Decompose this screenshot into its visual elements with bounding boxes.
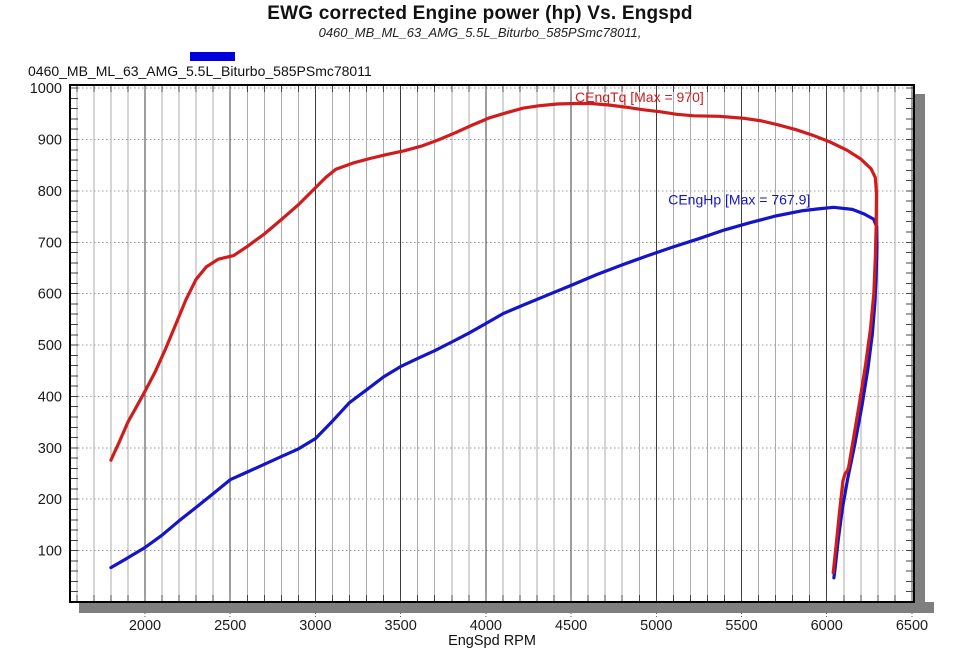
y-tick-label: 800 bbox=[38, 184, 62, 200]
plot-background bbox=[70, 85, 914, 602]
power-curve bbox=[109, 205, 879, 580]
y-tick-label: 400 bbox=[38, 389, 62, 405]
x-tick-label: 5500 bbox=[725, 618, 757, 634]
y-tick-label: 300 bbox=[38, 441, 62, 457]
y-tick-label: 700 bbox=[38, 235, 62, 251]
torque-curve bbox=[109, 101, 879, 575]
x-tick-label: 5000 bbox=[640, 618, 672, 634]
x-tick-label: 6000 bbox=[811, 618, 843, 634]
y-tick-label: 500 bbox=[38, 338, 62, 354]
y-tick-label: 200 bbox=[38, 492, 62, 508]
x-tick-label: 4000 bbox=[470, 618, 502, 634]
page-title: EWG corrected Engine power (hp) Vs. Engs… bbox=[267, 3, 693, 24]
y-tick-label: 900 bbox=[38, 132, 62, 148]
y-tick-label: 600 bbox=[38, 287, 62, 303]
legend-swatch bbox=[190, 52, 235, 61]
x-tick-label: 3000 bbox=[299, 618, 331, 634]
plot-shadow-right bbox=[914, 94, 925, 613]
x-tick-label: 2000 bbox=[129, 618, 161, 634]
x-axis-title: EngSpd RPM bbox=[448, 633, 536, 649]
x-tick-label: 4500 bbox=[555, 618, 587, 634]
x-tick-label: 3500 bbox=[385, 618, 417, 634]
page-subtitle: 0460_MB_ML_63_AMG_5.5L_Biturbo_585PSmc78… bbox=[318, 25, 642, 40]
plot-frame bbox=[69, 84, 915, 603]
y-tick-label: 1000 bbox=[30, 81, 62, 97]
torque-annotation: CEngTq [Max = 970] bbox=[575, 89, 704, 105]
y-tick-label: 100 bbox=[38, 544, 62, 560]
plot-shadow-bottom bbox=[79, 602, 934, 613]
x-tick-label: 6500 bbox=[896, 618, 928, 634]
x-tick-label: 2500 bbox=[214, 618, 246, 634]
power-annotation: CEngHp [Max = 767.9] bbox=[668, 192, 810, 208]
legend-dataset-label: 0460_MB_ML_63_AMG_5.5L_Biturbo_585PSmc78… bbox=[28, 63, 372, 79]
